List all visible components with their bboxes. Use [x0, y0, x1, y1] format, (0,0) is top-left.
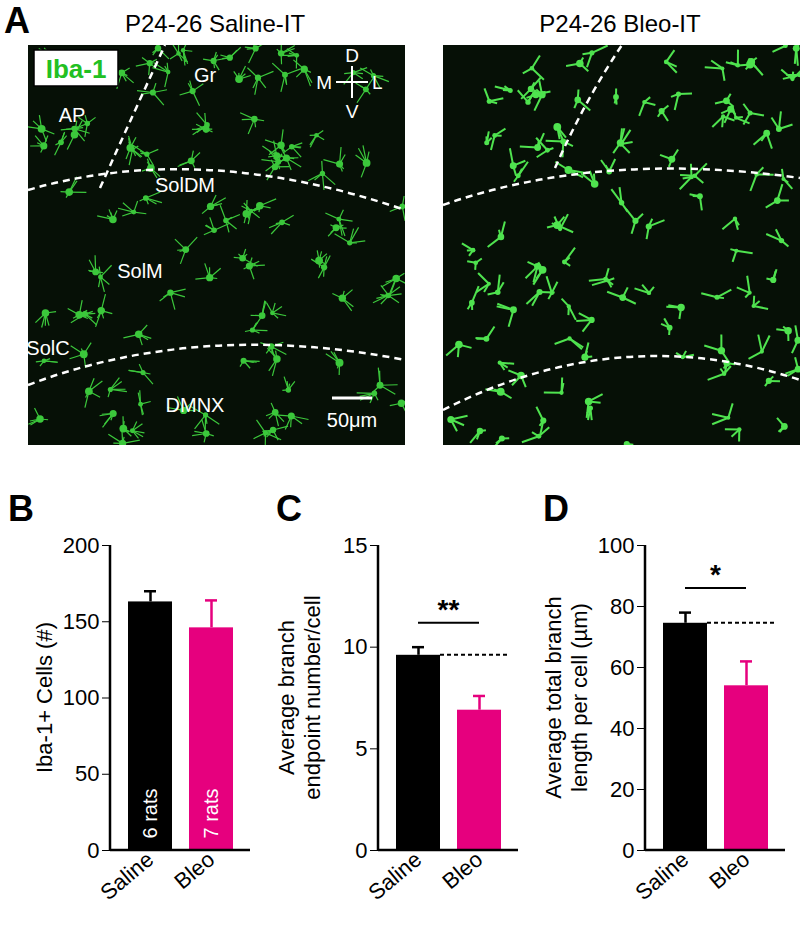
svg-text:**: **	[438, 594, 460, 625]
svg-text:*: *	[710, 559, 721, 590]
svg-text:100: 100	[598, 533, 635, 558]
svg-text:40: 40	[610, 716, 634, 741]
html-text:D: D	[543, 488, 569, 529]
svg-text:100: 100	[63, 685, 100, 710]
svg-text:80: 80	[610, 594, 634, 619]
svg-text:0: 0	[622, 838, 634, 863]
svg-text:Bleo: Bleo	[169, 847, 219, 894]
svg-text:SolM: SolM	[117, 260, 163, 282]
svg-text:Iba-1: Iba-1	[46, 54, 107, 84]
svg-text:Average total branch: Average total branch	[541, 596, 566, 799]
svg-text:P24-26 Bleo-IT: P24-26 Bleo-IT	[539, 10, 701, 37]
svg-text:L: L	[372, 72, 383, 93]
svg-text:V: V	[346, 101, 359, 122]
svg-text:AP: AP	[59, 104, 86, 126]
svg-text:Bleo: Bleo	[437, 847, 487, 894]
svg-text:D: D	[345, 45, 359, 66]
svg-text:Saline: Saline	[363, 847, 426, 905]
svg-text:20: 20	[610, 777, 634, 802]
svg-text:60: 60	[610, 655, 634, 680]
svg-text:0: 0	[87, 838, 99, 863]
svg-text:6 rats: 6 rats	[139, 788, 161, 838]
svg-text:15: 15	[343, 533, 367, 558]
svg-text:7 rats: 7 rats	[200, 788, 222, 838]
svg-text:50μm: 50μm	[327, 409, 377, 431]
svg-text:150: 150	[63, 609, 100, 634]
html-text:C: C	[276, 488, 302, 529]
svg-text:50: 50	[75, 761, 99, 786]
svg-text:10: 10	[343, 634, 367, 659]
svg-text:M: M	[316, 72, 332, 93]
svg-text:P24-26 Saline-IT: P24-26 Saline-IT	[125, 10, 305, 37]
svg-text:Iba-1+ Cells (#): Iba-1+ Cells (#)	[32, 622, 57, 773]
svg-text:Saline: Saline	[95, 847, 158, 905]
svg-text:SolC: SolC	[26, 337, 69, 359]
svg-text:Gr: Gr	[194, 64, 217, 86]
svg-text:Saline: Saline	[630, 847, 693, 905]
svg-text:200: 200	[63, 533, 100, 558]
svg-text:endpoint number/cell: endpoint number/cell	[300, 595, 325, 799]
svg-text:Average branch: Average branch	[274, 620, 299, 775]
svg-text:length per cell (µm): length per cell (µm)	[567, 603, 592, 792]
svg-text:SolDM: SolDM	[155, 174, 215, 196]
svg-text:Bleo: Bleo	[704, 847, 754, 894]
svg-text:DMNX: DMNX	[166, 394, 225, 416]
svg-text:0: 0	[355, 838, 367, 863]
svg-text:5: 5	[355, 736, 367, 761]
html-text:B: B	[8, 488, 34, 529]
html-text:A: A	[4, 0, 30, 41]
